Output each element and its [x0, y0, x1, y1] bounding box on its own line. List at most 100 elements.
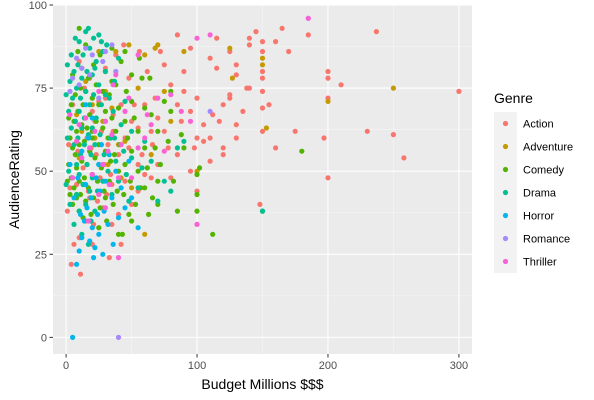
data-point	[86, 26, 91, 31]
data-point	[86, 218, 91, 223]
data-point	[105, 222, 110, 227]
legend-title: Genre	[494, 90, 533, 106]
data-point	[83, 182, 88, 187]
data-point	[208, 135, 213, 140]
data-point	[90, 115, 95, 120]
data-point	[87, 145, 92, 150]
data-point	[260, 76, 265, 81]
data-point	[75, 49, 80, 54]
data-point	[124, 172, 129, 177]
data-point	[158, 49, 163, 54]
data-point	[266, 102, 271, 107]
data-point	[142, 185, 147, 190]
data-point	[92, 142, 97, 147]
data-point	[188, 169, 193, 174]
data-point	[71, 222, 76, 227]
data-point	[111, 82, 116, 87]
data-point	[126, 96, 131, 101]
data-point	[221, 145, 226, 150]
data-point	[79, 235, 84, 240]
data-point	[181, 49, 186, 54]
data-point	[146, 212, 151, 217]
data-point	[273, 39, 278, 44]
data-point	[260, 56, 265, 61]
data-point	[96, 232, 101, 237]
data-point	[181, 145, 186, 150]
data-point	[100, 59, 105, 64]
data-point	[273, 145, 278, 150]
data-point	[83, 115, 88, 120]
data-point	[67, 89, 72, 94]
data-point	[96, 96, 101, 101]
data-point	[227, 96, 232, 101]
data-point	[179, 119, 184, 124]
data-point	[96, 225, 101, 230]
data-point	[145, 165, 150, 170]
data-point	[155, 115, 160, 120]
data-point	[92, 129, 97, 134]
y-axis-ticks: 0255075100	[29, 0, 53, 344]
data-point	[116, 255, 121, 260]
data-point	[142, 135, 147, 140]
data-point	[122, 109, 127, 114]
y-tick-label: 50	[35, 166, 47, 178]
data-point	[197, 165, 202, 170]
data-point	[119, 242, 124, 247]
data-point	[77, 122, 82, 127]
x-axis-ticks: 0 100 200 300	[63, 354, 468, 372]
data-point	[121, 192, 126, 197]
data-point	[339, 82, 344, 87]
data-point	[64, 182, 69, 187]
data-point	[69, 262, 74, 267]
data-point	[81, 165, 86, 170]
data-point	[208, 56, 213, 61]
data-point	[129, 175, 134, 180]
data-point	[116, 215, 121, 220]
data-point	[103, 49, 108, 54]
data-point	[116, 232, 121, 237]
y-tick-label: 100	[29, 0, 47, 12]
data-point	[132, 115, 137, 120]
x-tick-label: 0	[63, 360, 69, 372]
data-point	[129, 149, 134, 154]
data-point	[365, 129, 370, 134]
data-point	[247, 42, 252, 47]
data-point	[112, 152, 117, 157]
data-point	[116, 335, 121, 340]
data-point	[99, 102, 104, 107]
data-point	[210, 232, 215, 237]
data-point	[260, 49, 265, 54]
data-point	[74, 162, 79, 167]
data-point	[129, 72, 134, 77]
data-point	[456, 89, 461, 94]
data-point	[234, 122, 239, 127]
data-point	[96, 89, 101, 94]
data-point	[153, 145, 158, 150]
data-point	[111, 242, 116, 247]
data-point	[192, 145, 197, 150]
data-point	[103, 92, 108, 97]
data-point	[168, 92, 173, 97]
legend-item-action: Action	[494, 112, 554, 135]
data-point	[90, 52, 95, 57]
data-point	[122, 205, 127, 210]
legend-label: Thriller	[523, 257, 557, 269]
data-point	[78, 96, 83, 101]
legend-key-point	[503, 144, 508, 149]
data-point	[325, 99, 330, 104]
data-point	[98, 205, 103, 210]
data-point	[67, 202, 72, 207]
data-point	[221, 152, 226, 157]
data-point	[71, 195, 76, 200]
legend-item-thriller: Thriller	[494, 250, 557, 273]
data-point	[166, 139, 171, 144]
data-point	[83, 102, 88, 107]
data-point	[79, 76, 84, 81]
data-point	[208, 159, 213, 164]
data-point	[260, 209, 265, 214]
data-point	[126, 42, 131, 47]
data-point	[71, 242, 76, 247]
data-point	[116, 175, 121, 180]
data-point	[113, 169, 118, 174]
data-point	[91, 36, 96, 41]
